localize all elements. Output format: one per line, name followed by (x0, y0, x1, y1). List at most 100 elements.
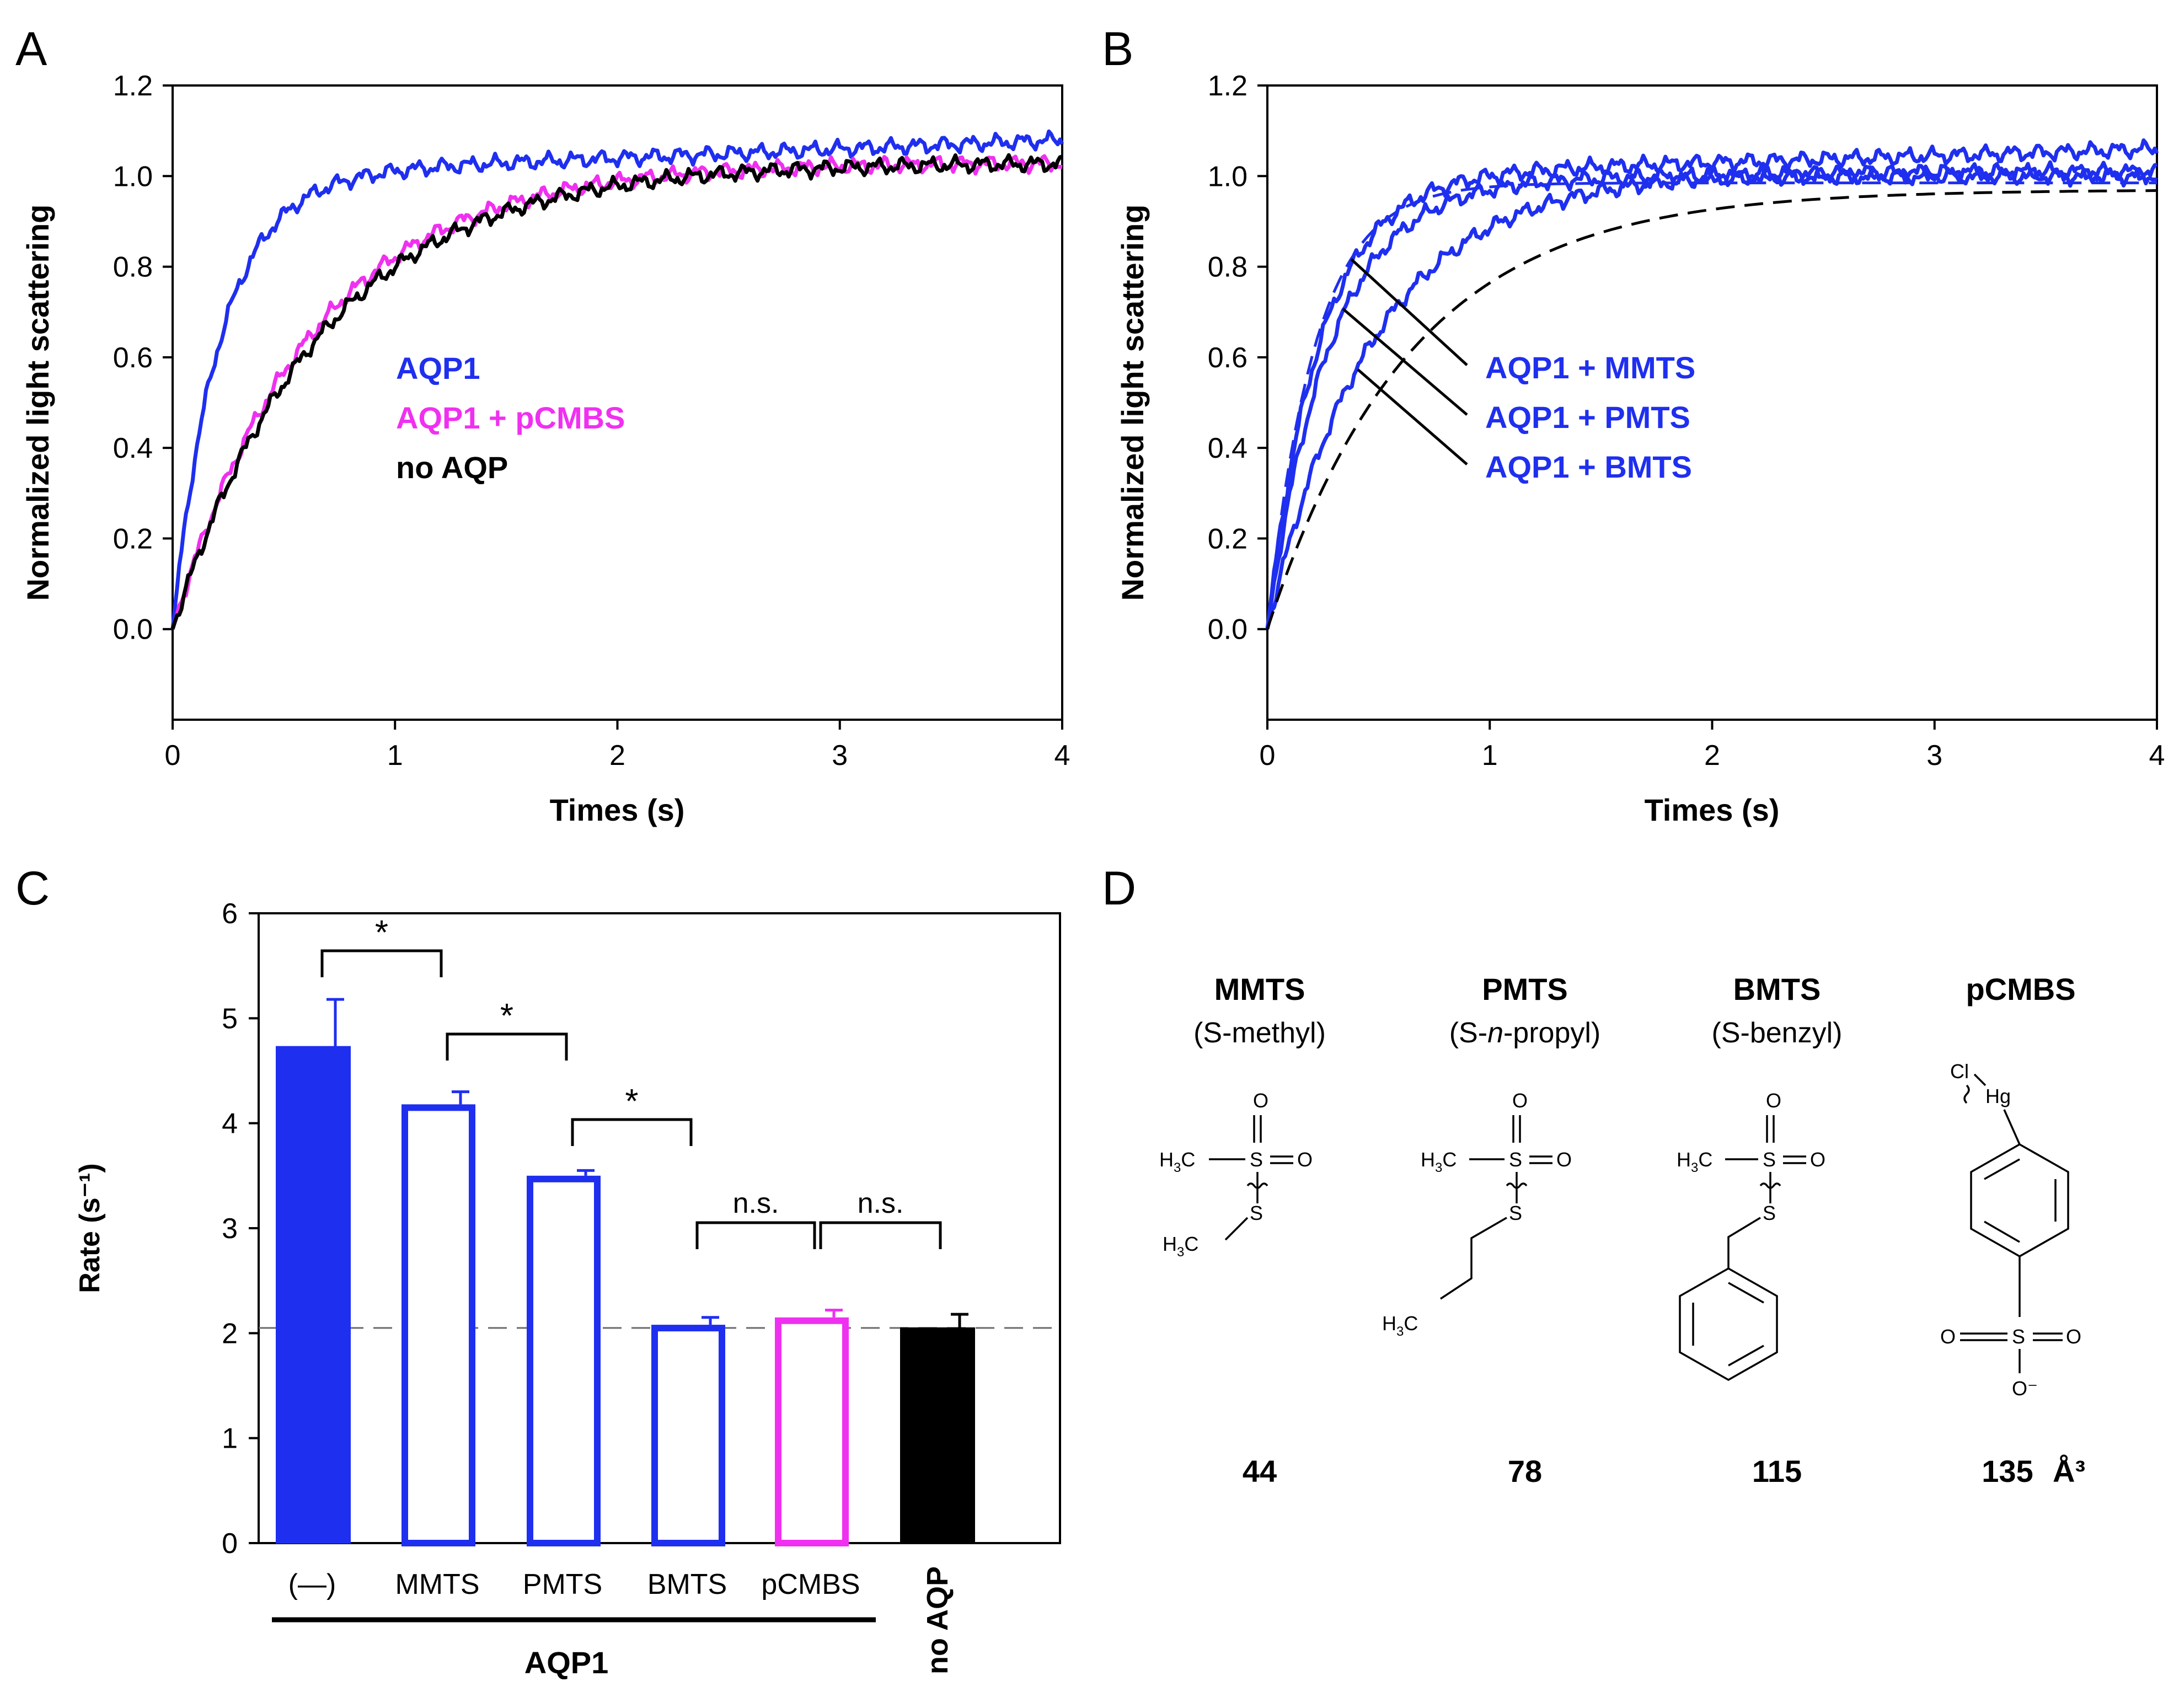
category-label-4: pCMBS (761, 1568, 860, 1600)
y-tick-label-a-5: 1.0 (113, 160, 153, 192)
series-line-b-0 (1265, 138, 2159, 630)
x-tick-label-b-1: 1 (1482, 740, 1498, 772)
svg-text:H3C: H3C (1382, 1312, 1418, 1339)
y-axis-label-a: Normalized light scattering (20, 205, 55, 601)
svg-text:S: S (2012, 1325, 2025, 1348)
svg-text:O: O (1810, 1148, 1825, 1171)
significance-label-4: n.s. (858, 1187, 904, 1219)
y-tick-label-b-0: 0.0 (1208, 614, 1248, 646)
pointer-line-bmts (1357, 368, 1468, 465)
volume-unit: Å³ (2053, 1454, 2085, 1489)
bar-1 (401, 1104, 475, 1546)
svg-text:H3C: H3C (1677, 1148, 1712, 1175)
y-tick-label-b-1: 0.2 (1208, 523, 1248, 555)
y-tick-label-a-4: 0.8 (113, 251, 153, 283)
legend-aqp1-pcmbs: AQP1 + pCMBS (396, 400, 625, 435)
y-tick-label-a-3: 0.6 (113, 342, 153, 374)
panel-label-b: B (1102, 23, 1133, 76)
svg-text:Cl: Cl (1950, 1060, 1969, 1083)
svg-text:O: O (1253, 1089, 1268, 1112)
y-tick-label-c-1: 1 (222, 1423, 238, 1455)
significance-label-1: * (500, 997, 513, 1035)
x-tick-label-a-3: 3 (832, 740, 848, 772)
panel-d-structures: MMTS PMTS BMTS pCMBS (S-methyl) (S-n-pro… (1159, 972, 2085, 1489)
compound-desc-pmts: (S-n-propyl) (1449, 1017, 1601, 1049)
structure-pmts: O H3C S O S H3C (1382, 1089, 1572, 1339)
bar-3 (651, 1325, 725, 1547)
y-tick-label-b-2: 0.4 (1208, 432, 1248, 464)
series-line-b-2 (1265, 160, 2157, 630)
svg-text:S: S (1763, 1148, 1776, 1171)
y-tick-label-c-6: 6 (222, 898, 238, 930)
series-line-b-1 (1265, 164, 2157, 630)
volume-bmts: 115 (1752, 1454, 1802, 1489)
label-aqp1-mmts: AQP1 + MMTS (1485, 350, 1695, 385)
svg-text:O: O (1556, 1148, 1572, 1171)
svg-text:O: O (1297, 1148, 1313, 1171)
pointer-line-pmts (1342, 308, 1468, 416)
panel-label-c: C (15, 862, 50, 915)
label-aqp1-pmts: AQP1 + PMTS (1485, 400, 1690, 435)
significance-label-2: * (625, 1083, 638, 1121)
series-line-b-3 (1266, 181, 2157, 629)
compound-desc-bmts: (S-benzyl) (1712, 1017, 1843, 1049)
volume-mmts: 44 (1243, 1454, 1277, 1489)
svg-text:S: S (1509, 1202, 1522, 1224)
series-line-a-2 (170, 153, 1063, 630)
svg-text:S: S (1509, 1148, 1522, 1171)
bar-0 (276, 1046, 351, 1544)
y-tick-label-a-2: 0.4 (113, 432, 153, 464)
panel-label-d: D (1102, 862, 1136, 915)
compound-desc-mmts: (S-methyl) (1193, 1017, 1326, 1049)
y-tick-label-b-3: 0.6 (1208, 342, 1248, 374)
y-tick-label-a-0: 0.0 (113, 614, 153, 646)
series-line-a-1 (170, 154, 1063, 630)
x-tick-label-b-3: 3 (1926, 740, 1942, 772)
y-tick-label-c-5: 5 (222, 1003, 238, 1035)
y-axis-label-b: Normalized light scattering (1115, 205, 1150, 601)
y-tick-label-c-4: 4 (222, 1108, 238, 1140)
y-tick-label-a-6: 1.2 (113, 70, 153, 102)
x-axis-label-b: Times (s) (1645, 793, 1780, 827)
structure-mmts: O H3C S O S H3C (1159, 1089, 1313, 1260)
svg-text:H3C: H3C (1421, 1148, 1457, 1175)
y-tick-label-c-2: 2 (222, 1318, 238, 1350)
category-label-2: PMTS (523, 1568, 602, 1600)
x-tick-label-b-2: 2 (1704, 740, 1720, 772)
svg-text:S: S (1250, 1148, 1263, 1171)
svg-text:O: O (1512, 1089, 1528, 1112)
x-tick-label-a-2: 2 (609, 740, 625, 772)
bar-2 (527, 1175, 601, 1546)
significance-bracket-4 (819, 1221, 942, 1249)
x-tick-label-a-1: 1 (387, 740, 403, 772)
volume-pcmbs: 135 (1982, 1454, 2033, 1489)
svg-text:H3C: H3C (1159, 1148, 1195, 1175)
series-line-b-4 (1266, 189, 2157, 630)
compound-name-bmts: BMTS (1733, 972, 1821, 1006)
svg-text:S: S (1763, 1202, 1776, 1224)
y-tick-label-b-5: 1.0 (1208, 160, 1248, 192)
y-tick-label-a-1: 0.2 (113, 523, 153, 555)
chart-b: 0 1 2 3 4 0.0 0.2 0.4 0.6 0.8 1.0 1.2 AQP1 + MMTS A… (1115, 70, 2165, 827)
x-tick-label-a-0: 0 (165, 740, 181, 772)
x-tick-label-b-0: 0 (1260, 740, 1276, 772)
chart-a: 0 1 2 3 4 0.0 0.2 0.4 0.6 0.8 1.0 1.2 Times (s) Nor… (20, 70, 1070, 827)
volume-pmts: 78 (1508, 1454, 1542, 1489)
group-label-aqp1: AQP1 (524, 1645, 609, 1680)
structure-pcmbs: Cl Hg O S O O⁻ (1940, 1060, 2081, 1400)
svg-text:O: O (1940, 1325, 1956, 1348)
y-tick-label-c-0: 0 (222, 1528, 238, 1560)
label-aqp1-bmts: AQP1 + BMTS (1485, 449, 1692, 484)
significance-label-3: n.s. (733, 1187, 779, 1219)
svg-text:Hg: Hg (1985, 1085, 2011, 1107)
significance-label-0: * (375, 914, 388, 952)
x-tick-label-b-4: 4 (2149, 740, 2165, 772)
bar-4 (775, 1317, 849, 1547)
svg-text:S: S (1250, 1202, 1263, 1224)
legend-aqp1: AQP1 (396, 351, 480, 385)
category-label-3: BMTS (647, 1568, 727, 1600)
y-tick-label-b-6: 1.2 (1208, 70, 1248, 102)
series-line-a-0 (170, 129, 1064, 630)
category-label-5: no AQP (921, 1566, 954, 1674)
y-tick-label-c-3: 3 (222, 1213, 238, 1245)
